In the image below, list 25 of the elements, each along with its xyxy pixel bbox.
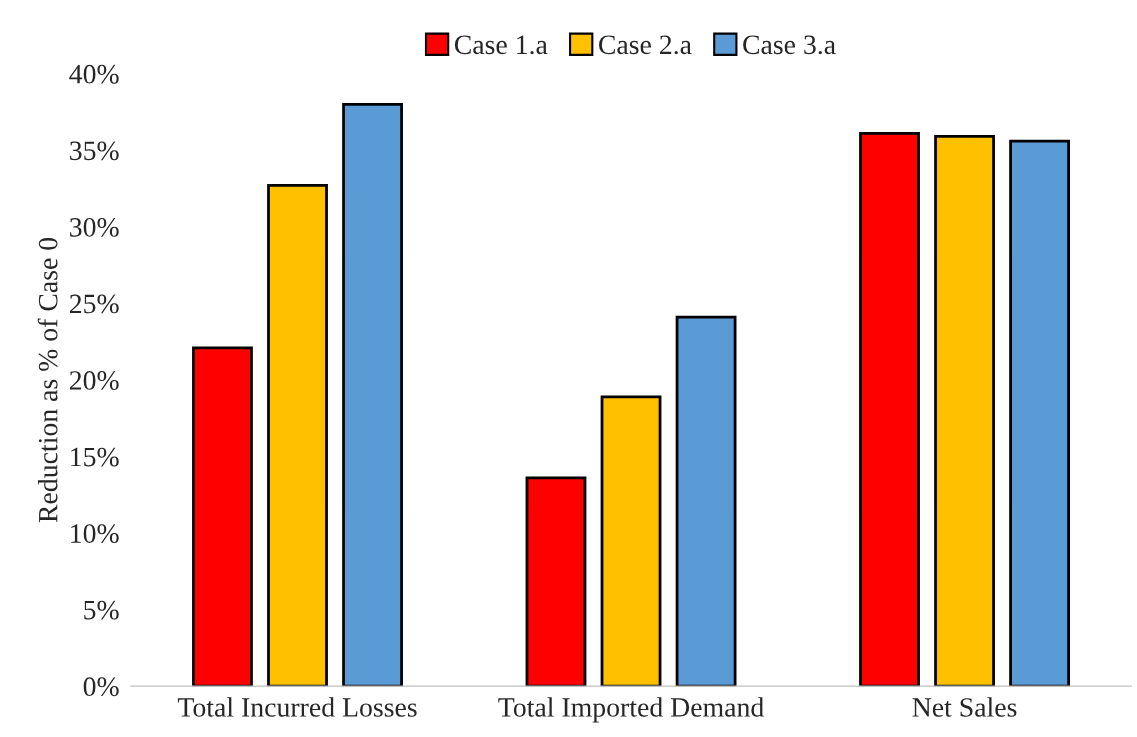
y-tick-label: 0% bbox=[83, 677, 119, 697]
bar bbox=[192, 346, 253, 687]
bar bbox=[1009, 139, 1070, 687]
x-tick-label: Net Sales bbox=[912, 697, 1017, 717]
x-tick-label: Total Imported Demand bbox=[498, 697, 764, 723]
x-tick-label: Total Incurred Losses bbox=[177, 697, 417, 717]
legend-label: Case 2.a bbox=[599, 35, 692, 55]
bar bbox=[859, 132, 920, 687]
legend-label: Case 1.a bbox=[454, 35, 548, 55]
legend-label: Case 3.a bbox=[743, 35, 836, 55]
y-tick-label: 10% bbox=[71, 524, 119, 544]
y-tick-label: 40% bbox=[69, 64, 119, 84]
y-tick-label: 20% bbox=[69, 371, 119, 390]
y-tick-label: 15% bbox=[71, 447, 119, 467]
bar bbox=[675, 315, 737, 687]
y-tick-label: 35% bbox=[70, 141, 119, 161]
bar bbox=[342, 102, 403, 687]
bar bbox=[525, 476, 587, 687]
y-tick-label: 25% bbox=[69, 294, 119, 314]
bar bbox=[934, 135, 995, 687]
bar bbox=[600, 395, 662, 687]
y-tick-label: 5% bbox=[84, 600, 119, 620]
y-tick-label: 30% bbox=[70, 217, 119, 237]
bar bbox=[267, 184, 328, 687]
y-axis-title: Reduction as % of Case 0 bbox=[37, 237, 58, 523]
